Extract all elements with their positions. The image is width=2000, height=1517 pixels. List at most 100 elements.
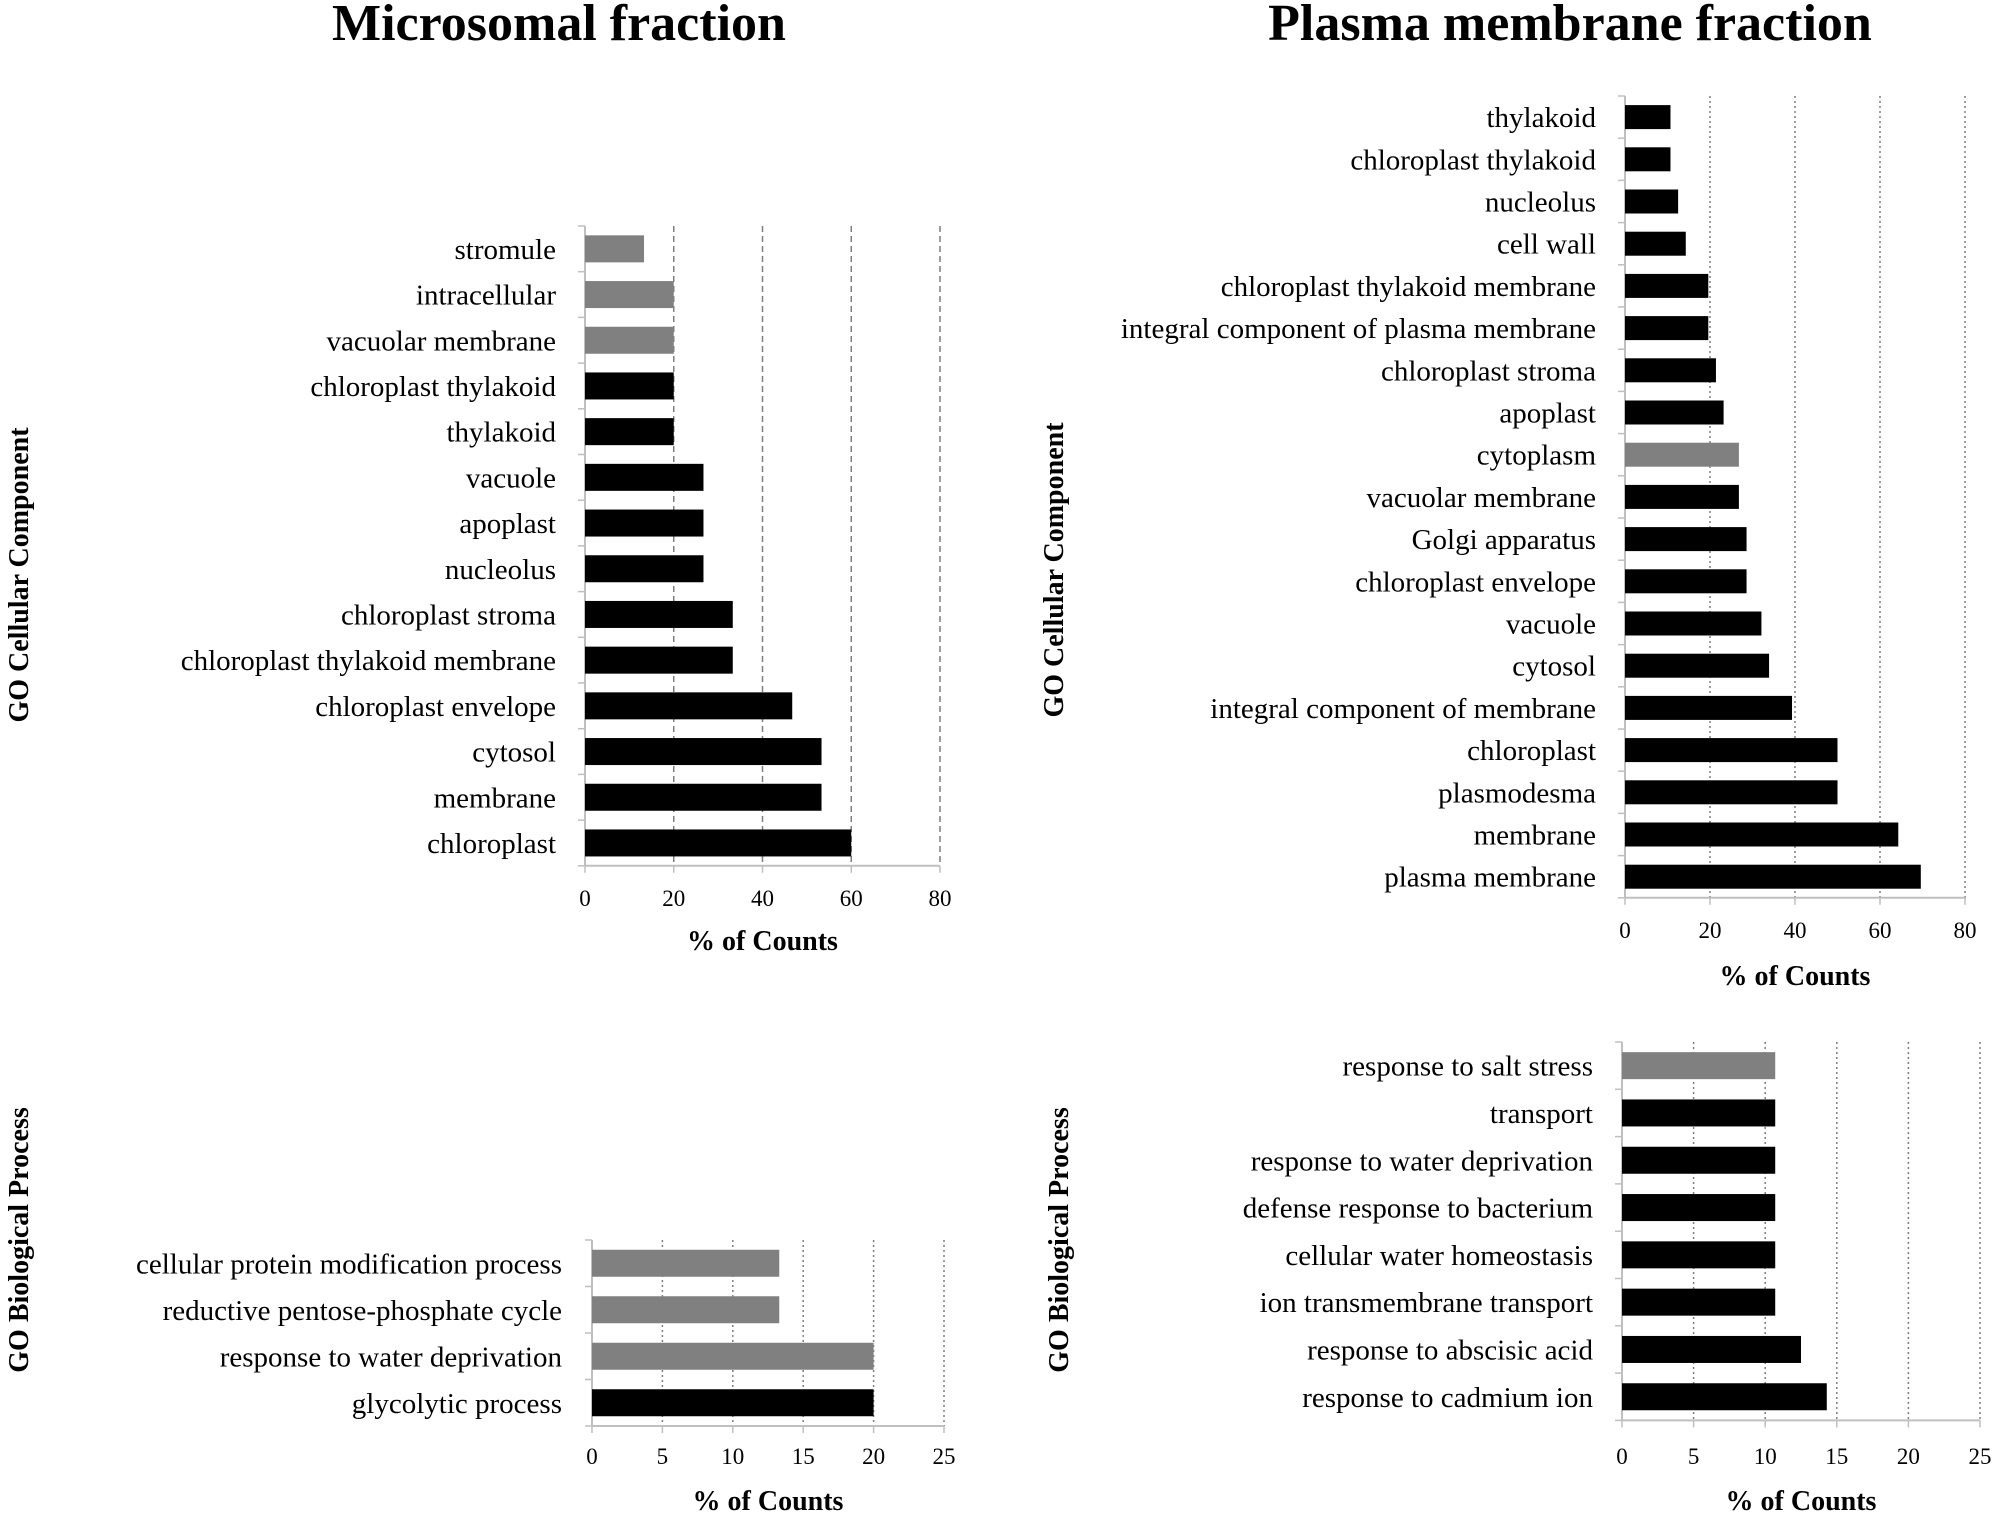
x-tick-label-25: 25 [933,1444,956,1469]
bar-integral-component-of-membrane [1625,695,1793,720]
chart-microsomal-cellular-component: stromule intracellular vacuolar membrane ch… [4,225,952,957]
y-axis-label: GO Biological Process [1044,1107,1075,1373]
bar-nucleolus [1625,189,1679,214]
bar-chloroplast-stroma [585,600,733,628]
x-axis-label: % of Counts [1720,961,1871,992]
bar-cytosol [1625,653,1770,678]
bar-vacuolar-membrane [585,326,674,354]
category-label-reductive-pentose-phosphate-cycle: reductive pentose-phosphate cycle [163,1295,562,1327]
x-tick-label-80: 80 [929,886,952,911]
bar-apoplast [1625,400,1724,425]
x-tick-label-20: 20 [662,886,685,911]
category-label-transport: transport [1490,1098,1593,1130]
bar-cellular-protein-modification-process [592,1249,780,1277]
category-label-cellular-protein-modification-process: cellular protein modification process [136,1248,562,1280]
bar-glycolytic-process [592,1389,874,1417]
bar-cytoplasm [1625,442,1739,467]
category-label-golgi-apparatus: Golgi apparatus [1412,524,1596,556]
x-axis-label: % of Counts [687,926,838,957]
bar-plasma-membrane [1625,864,1921,889]
category-label-integral-component-of-plasma-membrane: integral component of plasma membrane [1121,313,1596,345]
x-axis-label: % of Counts [1726,1486,1877,1517]
category-label-plasma-membrane: plasma membrane [1384,862,1596,894]
x-tick-label-15: 15 [1825,1444,1848,1469]
category-label-cytosol: cytosol [1512,651,1596,683]
y-axis-label: GO Cellular Component [4,427,35,723]
y-axis-label: GO Cellular Component [1039,422,1070,718]
bar-vacuole [585,463,704,491]
x-tick-label-20: 20 [1699,918,1722,943]
x-tick-label-0: 0 [579,886,591,911]
bar-chloroplast-envelope [585,692,793,720]
category-label-glycolytic-process: glycolytic process [352,1388,562,1420]
bar-membrane [585,783,822,811]
bar-vacuole [1625,611,1762,636]
category-label-chloroplast-envelope: chloroplast envelope [315,691,556,723]
x-tick-label-20: 20 [1897,1444,1920,1469]
chart-plasma-membrane-cellular-component: thylakoid chloroplast thylakoid nucleolus c… [1039,95,1977,992]
x-tick-label-15: 15 [792,1444,815,1469]
x-tick-label-40: 40 [751,886,774,911]
bar-chloroplast-thylakoid [585,372,674,400]
bar-vacuolar-membrane [1625,484,1739,509]
category-label-response-to-water-deprivation: response to water deprivation [1251,1145,1594,1177]
bar-response-to-cadmium-ion [1622,1383,1827,1411]
category-label-intracellular: intracellular [416,280,556,312]
category-label-integral-component-of-membrane: integral component of membrane [1210,693,1596,725]
category-label-cellular-water-homeostasis: cellular water homeostasis [1285,1240,1593,1272]
bar-response-to-abscisic-acid [1622,1335,1801,1363]
category-label-thylakoid: thylakoid [446,417,556,449]
chart-plasma-membrane-biological-process: response to salt stress transport response… [1044,1041,1992,1517]
category-label-chloroplast-thylakoid-membrane: chloroplast thylakoid membrane [181,645,556,677]
category-label-membrane: membrane [434,782,556,814]
category-label-cytosol: cytosol [472,737,556,769]
x-axis-label: % of Counts [693,1486,844,1517]
category-label-membrane: membrane [1474,820,1596,852]
bar-plasmodesma [1625,780,1838,805]
category-label-chloroplast: chloroplast [427,828,556,860]
bar-chloroplast-thylakoid-membrane [585,646,733,674]
bar-reductive-pentose-phosphate-cycle [592,1296,780,1324]
x-tick-label-5: 5 [1688,1444,1700,1469]
bar-chloroplast-envelope [1625,569,1747,594]
bar-response-to-water-deprivation [592,1342,874,1370]
category-label-chloroplast-stroma: chloroplast stroma [341,599,556,631]
bar-chloroplast-stroma [1625,358,1716,383]
category-label-chloroplast: chloroplast [1467,735,1596,767]
bar-membrane [1625,822,1899,847]
bar-chloroplast [1625,738,1838,763]
category-label-ion-transmembrane-transport: ion transmembrane transport [1260,1287,1593,1319]
bar-golgi-apparatus [1625,527,1747,552]
category-label-apoplast: apoplast [1499,398,1596,430]
bar-defense-response-to-bacterium [1622,1194,1776,1222]
category-label-vacuolar-membrane: vacuolar membrane [1367,482,1596,514]
category-label-vacuole: vacuole [466,462,556,494]
bar-cellular-water-homeostasis [1622,1241,1776,1269]
bar-ion-transmembrane-transport [1622,1288,1776,1316]
category-label-stromule: stromule [455,234,557,266]
category-label-nucleolus: nucleolus [1485,187,1596,219]
category-label-plasmodesma: plasmodesma [1438,777,1596,809]
category-label-chloroplast-stroma: chloroplast stroma [1381,355,1596,387]
category-label-response-to-salt-stress: response to salt stress [1343,1051,1594,1083]
category-label-response-to-water-deprivation: response to water deprivation [220,1341,563,1373]
bar-chloroplast [585,829,852,857]
bar-integral-component-of-plasma-membrane [1625,316,1709,341]
x-tick-label-0: 0 [586,1444,598,1469]
category-label-defense-response-to-bacterium: defense response to bacterium [1243,1193,1594,1225]
x-tick-label-5: 5 [657,1444,669,1469]
bar-response-to-water-deprivation [1622,1146,1776,1174]
bar-thylakoid [585,418,674,446]
category-label-vacuolar-membrane: vacuolar membrane [327,325,556,357]
category-label-cytoplasm: cytoplasm [1477,440,1597,472]
category-label-chloroplast-thylakoid-membrane: chloroplast thylakoid membrane [1221,271,1596,303]
bar-cytosol [585,738,822,766]
category-label-chloroplast-thylakoid: chloroplast thylakoid [1350,144,1596,176]
x-tick-label-40: 40 [1784,918,1807,943]
title-plasma-membrane-fraction: Plasma membrane fraction [1268,0,1872,52]
x-tick-label-60: 60 [1869,918,1892,943]
bar-thylakoid [1625,105,1671,130]
category-label-apoplast: apoplast [459,508,556,540]
category-label-nucleolus: nucleolus [445,554,556,586]
